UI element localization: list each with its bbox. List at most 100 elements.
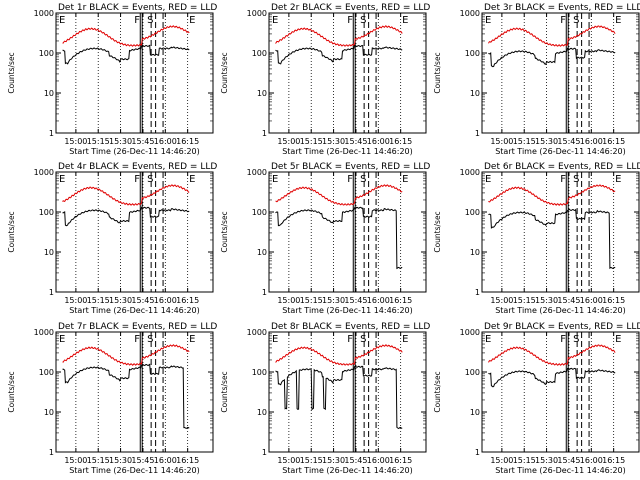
detector-panel: Det 3r BLACK = Events, RED = LLD 1 10 100 10… xyxy=(433,3,640,156)
y-axis-label: Counts/sec xyxy=(433,371,442,412)
x-tick-label: 16:15 xyxy=(602,137,625,146)
x-tick-label: 15:30 xyxy=(535,456,558,465)
events-series-line xyxy=(488,208,616,270)
event-annotation: F xyxy=(560,174,566,185)
detector-panel: Det 4r BLACK = Events, RED = LLD 1 10 100 10… xyxy=(7,162,217,315)
y-tick-label: 1 xyxy=(262,288,267,297)
y-tick-label: 100 xyxy=(465,208,480,217)
x-axis-label: Start Time (26-Dec-11 14:46:20) xyxy=(69,466,200,475)
event-annotation: F xyxy=(347,15,353,26)
y-tick-label: 1 xyxy=(475,448,480,457)
x-tick-label: 16:15 xyxy=(389,296,412,305)
panel-title: Det 7r BLACK = Events, RED = LLD xyxy=(58,322,217,332)
y-tick-label: 1000 xyxy=(34,9,54,18)
y-tick-label: 100 xyxy=(465,49,480,58)
event-annotation: E xyxy=(189,15,195,26)
event-annotation: F xyxy=(347,174,353,185)
x-tick-label: 15:15 xyxy=(513,456,536,465)
x-tick-label: 16:00 xyxy=(580,137,603,146)
lld-series-line xyxy=(275,25,403,47)
detector-panel: Det 1r BLACK = Events, RED = LLD 1 10 100 10… xyxy=(7,3,217,156)
event-annotation: F xyxy=(560,15,566,26)
event-annotation: E xyxy=(615,334,621,345)
event-annotation: S xyxy=(147,334,153,345)
event-annotation: F xyxy=(134,174,140,185)
x-tick-label: 16:15 xyxy=(602,456,625,465)
x-tick-label: 16:15 xyxy=(176,137,199,146)
y-tick-label: 1 xyxy=(475,129,480,138)
lld-series-line xyxy=(275,184,403,206)
y-tick-label: 100 xyxy=(465,368,480,377)
events-series-line xyxy=(62,363,190,429)
detector-panel: Det 7r BLACK = Events, RED = LLD 1 10 100 10… xyxy=(7,322,217,475)
lld-series-line xyxy=(488,184,616,206)
y-tick-label: 10 xyxy=(257,408,267,417)
y-tick-label: 100 xyxy=(252,49,267,58)
events-series-line xyxy=(275,206,403,270)
panel-title: Det 9r BLACK = Events, RED = LLD xyxy=(484,322,640,332)
y-tick-label: 1 xyxy=(49,448,54,457)
panel-title: Det 4r BLACK = Events, RED = LLD xyxy=(58,162,217,172)
x-tick-label: 16:15 xyxy=(176,296,199,305)
y-tick-label: 10 xyxy=(257,248,267,257)
x-axis-label: Start Time (26-Dec-11 14:46:20) xyxy=(282,306,413,315)
plot-frame xyxy=(55,171,214,293)
x-tick-label: 15:30 xyxy=(322,137,345,146)
x-tick-label: 16:15 xyxy=(602,296,625,305)
x-axis-label: Start Time (26-Dec-11 14:46:20) xyxy=(282,466,413,475)
x-axis-label: Start Time (26-Dec-11 14:46:20) xyxy=(495,466,626,475)
events-series-line xyxy=(275,44,403,65)
y-tick-label: 100 xyxy=(39,208,54,217)
event-annotation: S xyxy=(573,15,579,26)
y-tick-label: 1 xyxy=(262,129,267,138)
y-tick-label: 1000 xyxy=(247,328,267,337)
plot-frame xyxy=(481,12,640,134)
event-annotation: E xyxy=(59,174,65,185)
x-tick-label: 15:00 xyxy=(64,137,87,146)
y-tick-label: 100 xyxy=(252,208,267,217)
x-tick-label: 15:30 xyxy=(109,296,132,305)
y-tick-label: 1000 xyxy=(34,328,54,337)
x-tick-label: 15:00 xyxy=(277,296,300,305)
event-annotation: S xyxy=(147,15,153,26)
y-tick-label: 10 xyxy=(44,248,54,257)
x-tick-label: 15:30 xyxy=(535,137,558,146)
x-tick-label: 16:00 xyxy=(580,296,603,305)
x-tick-label: 15:30 xyxy=(109,456,132,465)
y-axis-label: Counts/sec xyxy=(433,211,442,252)
event-annotation: E xyxy=(189,174,195,185)
y-tick-label: 10 xyxy=(470,89,480,98)
x-tick-label: 16:00 xyxy=(580,456,603,465)
panel-title: Det 2r BLACK = Events, RED = LLD xyxy=(271,3,430,13)
event-annotation: E xyxy=(402,15,408,26)
detector-panel: Det 9r BLACK = Events, RED = LLD 1 10 100 10… xyxy=(433,322,640,475)
event-annotation: E xyxy=(189,334,195,345)
event-annotation: E xyxy=(402,334,408,345)
x-tick-label: 16:00 xyxy=(367,296,390,305)
y-tick-label: 10 xyxy=(470,248,480,257)
x-tick-label: 15:30 xyxy=(109,137,132,146)
y-tick-label: 1000 xyxy=(460,168,480,177)
x-tick-label: 16:00 xyxy=(367,456,390,465)
y-axis-label: Counts/sec xyxy=(7,211,16,252)
y-tick-label: 1000 xyxy=(34,168,54,177)
y-tick-label: 1000 xyxy=(247,168,267,177)
x-tick-label: 15:45 xyxy=(557,456,580,465)
x-tick-label: 15:00 xyxy=(490,137,513,146)
x-axis-label: Start Time (26-Dec-11 14:46:20) xyxy=(282,147,413,156)
y-tick-label: 10 xyxy=(257,89,267,98)
detector-panel: Det 2r BLACK = Events, RED = LLD 1 10 100 10… xyxy=(220,3,430,156)
x-tick-label: 15:15 xyxy=(513,137,536,146)
y-tick-label: 1000 xyxy=(460,328,480,337)
x-tick-label: 15:15 xyxy=(300,137,323,146)
x-tick-label: 15:45 xyxy=(557,137,580,146)
y-axis-label: Counts/sec xyxy=(7,371,16,412)
y-tick-label: 1 xyxy=(49,129,54,138)
plot-frame xyxy=(268,12,427,134)
x-axis-label: Start Time (26-Dec-11 14:46:20) xyxy=(69,147,200,156)
y-axis-label: Counts/sec xyxy=(7,52,16,93)
x-tick-label: 16:00 xyxy=(367,137,390,146)
y-tick-label: 10 xyxy=(44,89,54,98)
x-tick-label: 15:15 xyxy=(87,137,110,146)
y-tick-label: 1000 xyxy=(460,9,480,18)
